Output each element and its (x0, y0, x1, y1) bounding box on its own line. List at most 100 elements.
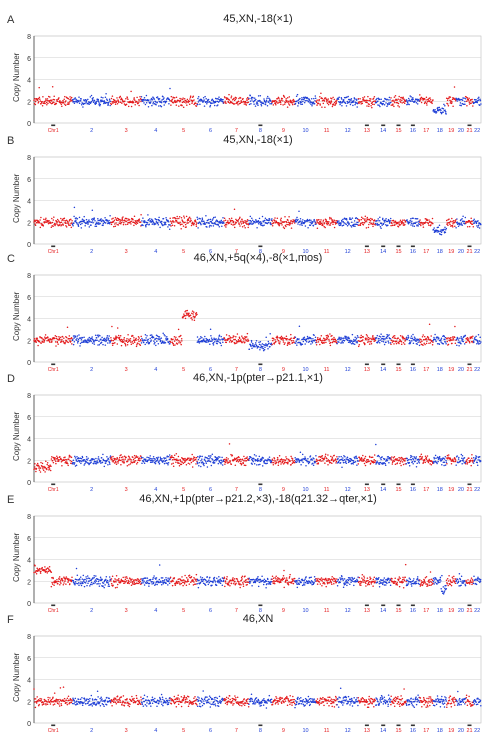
data-point (198, 465, 200, 467)
data-point (151, 98, 154, 101)
data-point (274, 221, 277, 224)
data-point (72, 338, 74, 341)
data-point (296, 344, 298, 346)
data-point (270, 342, 273, 344)
data-point (472, 459, 474, 462)
data-point (378, 220, 381, 222)
data-point (378, 337, 380, 340)
data-point (114, 457, 116, 460)
data-point (314, 339, 316, 341)
data-point (268, 101, 270, 103)
data-point (46, 463, 48, 466)
data-point (206, 219, 209, 222)
data-point (302, 461, 304, 464)
data-point (290, 339, 293, 342)
centromere-mark (381, 124, 386, 127)
data-point (248, 97, 250, 100)
data-point (243, 337, 245, 340)
data-point (199, 455, 202, 458)
data-point (454, 221, 457, 223)
data-point (241, 458, 244, 461)
data-point (73, 102, 76, 105)
data-point (113, 462, 116, 464)
data-point (214, 216, 216, 218)
data-point (170, 104, 172, 106)
data-point (248, 459, 250, 461)
data-point (191, 466, 194, 468)
data-point (432, 222, 434, 225)
data-point (180, 463, 183, 466)
data-point (265, 99, 268, 101)
data-point (80, 462, 82, 465)
chromosome-label: 17 (423, 128, 429, 134)
data-point (148, 99, 150, 101)
data-point (171, 456, 174, 458)
data-point (401, 102, 403, 104)
data-point (244, 335, 246, 338)
data-point (278, 97, 280, 99)
data-point (450, 336, 452, 339)
data-point (470, 336, 473, 338)
data-point (464, 463, 467, 465)
y-tick-label: 4 (27, 437, 31, 444)
data-point (176, 458, 178, 460)
data-point (227, 458, 229, 460)
data-point (477, 333, 480, 336)
data-point (123, 222, 125, 224)
data-point (158, 216, 160, 219)
data-point (233, 97, 235, 100)
data-point (165, 459, 168, 461)
data-point (303, 97, 306, 100)
data-point (305, 340, 308, 343)
chromosome-label: 13 (364, 249, 370, 255)
data-point (309, 455, 312, 457)
data-point (193, 99, 195, 101)
data-point (289, 460, 291, 462)
data-point (452, 458, 454, 461)
data-point (311, 222, 313, 225)
data-point (176, 338, 179, 341)
chromosome-label: 5 (182, 367, 185, 373)
data-point (457, 458, 460, 460)
centromere-mark (381, 483, 386, 486)
data-point (475, 455, 477, 457)
data-point (363, 222, 366, 224)
data-point (224, 463, 226, 465)
data-point (115, 219, 118, 222)
data-point (44, 566, 46, 568)
data-point (386, 220, 389, 223)
data-point (301, 97, 303, 99)
data-point (48, 468, 51, 470)
data-point (362, 339, 364, 341)
data-point (264, 103, 267, 106)
data-point (377, 104, 379, 106)
data-point (172, 465, 175, 467)
data-point (157, 222, 159, 224)
data-point (232, 336, 234, 339)
data-point (342, 337, 344, 339)
data-point (104, 216, 106, 219)
data-point (280, 463, 282, 465)
data-point (139, 338, 142, 341)
data-point (446, 99, 449, 101)
data-point (59, 100, 61, 102)
data-point (110, 456, 113, 458)
data-point (48, 565, 51, 568)
data-point (101, 336, 103, 339)
data-point (227, 101, 230, 104)
data-point (54, 335, 57, 337)
data-point (332, 459, 334, 461)
data-point (398, 456, 400, 459)
data-point (418, 340, 420, 342)
data-point (383, 338, 385, 341)
data-point (155, 337, 158, 340)
data-point (407, 97, 410, 100)
data-point (347, 98, 350, 101)
data-point (480, 223, 482, 226)
data-point (278, 343, 281, 345)
data-point (64, 341, 67, 343)
data-point (63, 98, 65, 100)
data-point (280, 99, 282, 101)
data-point (365, 461, 368, 464)
